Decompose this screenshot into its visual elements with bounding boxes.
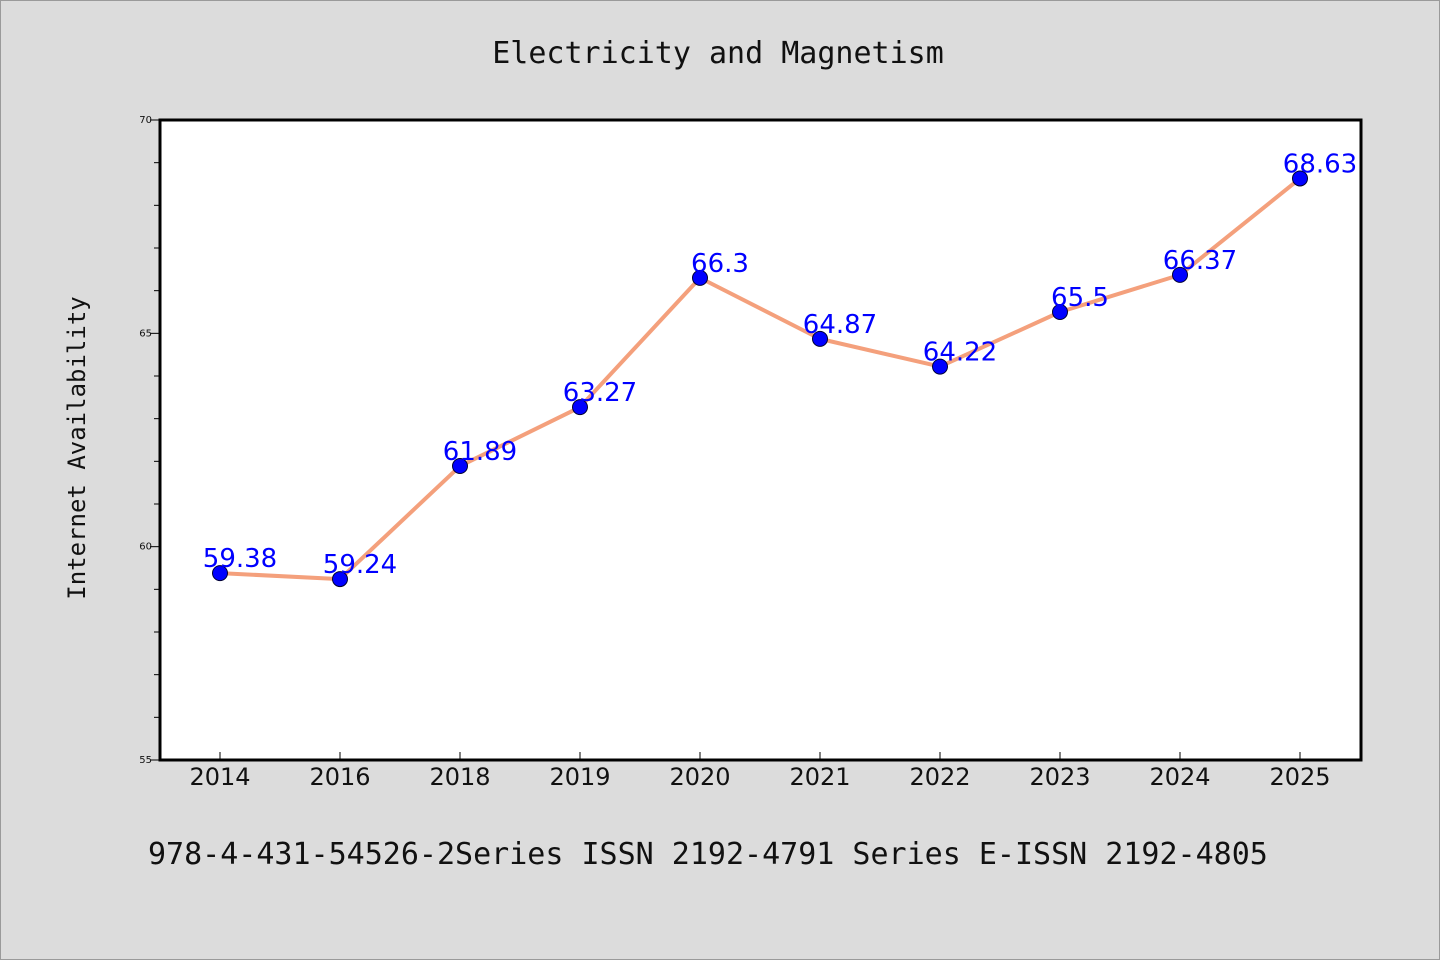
y-tick-label: 55	[139, 755, 152, 766]
data-label: 63.27	[563, 378, 637, 408]
x-tick-label: 2020	[669, 763, 730, 791]
x-tick-label: 2018	[429, 763, 490, 791]
x-tick-label: 2019	[549, 763, 610, 791]
data-label: 64.87	[803, 310, 877, 340]
series-line-group	[218, 176, 1302, 582]
y-axis: 55 60 65 70	[139, 115, 160, 766]
data-point-marker	[932, 358, 948, 375]
data-label: 59.38	[203, 544, 277, 574]
data-labels-group: 59.38 59.24 61.89 63.27 66.3 64.87 64.22 65.5 66…	[203, 149, 1357, 580]
x-tick-label: 2025	[1269, 763, 1330, 791]
data-label: 66.3	[691, 249, 749, 279]
x-tick-label: 2021	[789, 763, 850, 791]
x-tick-label: 2023	[1029, 763, 1090, 791]
data-label: 65.5	[1051, 283, 1109, 313]
x-axis: 2014 2016 2018 2019 2020 2021 2022 2023 2024 2025	[189, 752, 1331, 791]
chart-title: Electricity and Magnetism	[492, 36, 944, 71]
data-label: 68.63	[1283, 149, 1357, 179]
x-tick-label: 2024	[1149, 763, 1210, 791]
data-label: 61.89	[443, 437, 517, 467]
y-tick-label: 65	[139, 328, 152, 339]
data-point-marker	[1292, 170, 1308, 187]
x-tick-label: 2016	[309, 763, 370, 791]
x-tick-label: 2014	[189, 763, 250, 791]
x-tick-label: 2022	[909, 763, 970, 791]
markers-group	[212, 170, 1308, 588]
data-point-marker	[812, 330, 828, 347]
data-label: 64.22	[923, 338, 997, 368]
y-axis-label: Internet Availability	[63, 296, 91, 599]
series-line	[218, 176, 1302, 582]
data-point-marker	[452, 458, 468, 475]
y-tick-label: 60	[139, 542, 152, 553]
data-point-marker	[212, 565, 228, 582]
data-point-marker	[692, 269, 708, 286]
data-point-marker	[332, 571, 348, 588]
data-label: 59.24	[323, 550, 397, 580]
y-tick-label: 70	[139, 115, 152, 126]
data-point-marker	[572, 399, 588, 416]
data-point-marker	[1052, 304, 1068, 320]
plot-area	[158, 118, 1363, 762]
data-point-marker	[1172, 266, 1188, 283]
footer-isbn-text: 978-4-431-54526-2Series ISSN 2192-4791 S…	[148, 837, 1268, 872]
data-label: 66.37	[1163, 246, 1237, 276]
